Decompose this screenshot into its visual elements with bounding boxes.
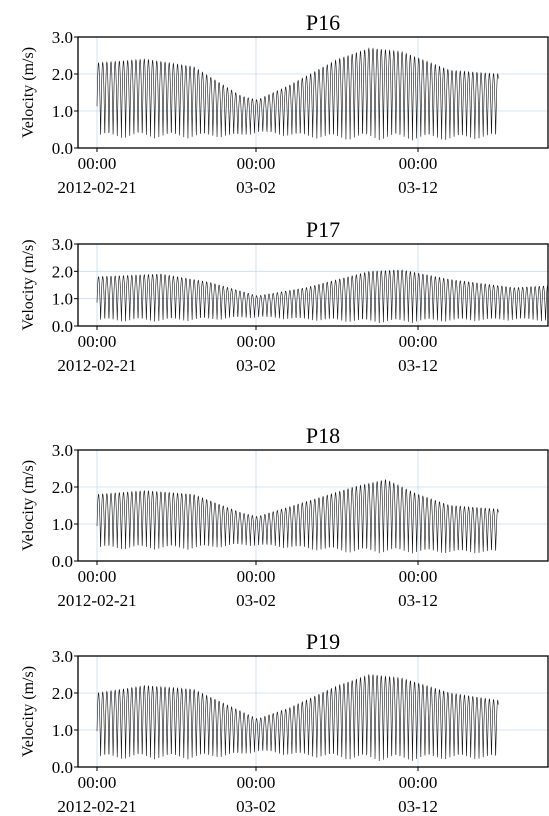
y-tick-label: 0.0 bbox=[52, 139, 73, 158]
y-tick-label: 0.0 bbox=[52, 758, 73, 777]
y-axis-label: Velocity (m/s) bbox=[20, 239, 37, 330]
y-tick-label: 3.0 bbox=[52, 235, 73, 254]
x-tick-date: 03-12 bbox=[398, 797, 438, 816]
x-tick-date: 03-12 bbox=[398, 178, 438, 197]
y-tick-label: 1.0 bbox=[52, 290, 73, 309]
x-tick-time: 00:00 bbox=[237, 567, 276, 586]
y-tick-label: 2.0 bbox=[52, 478, 73, 497]
x-tick-date: 2012-02-21 bbox=[57, 797, 136, 816]
y-tick-label: 2.0 bbox=[52, 684, 73, 703]
chart-panel-P16: P16 0.0 1.0 2.0 3.0 Velocity (m/s) 00:00 2012-0… bbox=[20, 10, 549, 197]
y-tick-label: 0.0 bbox=[52, 552, 73, 571]
chart-panel-P17: P17 0.0 1.0 2.0 3.0 Velocity (m/s) 00:00 2012-0… bbox=[20, 217, 549, 375]
x-tick-date: 03-02 bbox=[236, 178, 276, 197]
x-tick-time: 00:00 bbox=[78, 567, 117, 586]
y-tick-label: 1.0 bbox=[52, 102, 73, 121]
x-tick-time: 00:00 bbox=[237, 332, 276, 351]
chart-panel-P18: P18 0.0 1.0 2.0 3.0 Velocity (m/s) 00:00 2012-0… bbox=[20, 423, 549, 610]
y-axis-label: Velocity (m/s) bbox=[20, 460, 37, 551]
y-tick-label: 2.0 bbox=[52, 262, 73, 281]
x-tick-date: 03-02 bbox=[236, 356, 276, 375]
y-axis-label: Velocity (m/s) bbox=[20, 47, 37, 138]
chart-title: P17 bbox=[306, 217, 340, 242]
y-tick-label: 0.0 bbox=[52, 317, 73, 336]
y-tick-label: 2.0 bbox=[52, 65, 73, 84]
x-tick-time: 00:00 bbox=[399, 773, 438, 792]
x-tick-date: 03-12 bbox=[398, 591, 438, 610]
series-line bbox=[96, 47, 499, 141]
x-tick-date: 2012-02-21 bbox=[57, 178, 136, 197]
series-line bbox=[96, 479, 499, 554]
plot-frame bbox=[77, 655, 549, 768]
plot-frame bbox=[77, 36, 549, 149]
x-tick-time: 00:00 bbox=[78, 154, 117, 173]
chart-panel-P19: P19 0.0 1.0 2.0 3.0 Velocity (m/s) 00:00 2012-0… bbox=[20, 629, 549, 816]
series-line bbox=[96, 673, 499, 761]
x-tick-date: 2012-02-21 bbox=[57, 356, 136, 375]
x-tick-time: 00:00 bbox=[399, 154, 438, 173]
x-tick-time: 00:00 bbox=[399, 567, 438, 586]
x-tick-time: 00:00 bbox=[399, 332, 438, 351]
x-tick-time: 00:00 bbox=[237, 773, 276, 792]
chart-title: P18 bbox=[306, 423, 340, 448]
plot-frame bbox=[77, 449, 549, 562]
x-tick-time: 00:00 bbox=[237, 154, 276, 173]
y-tick-label: 1.0 bbox=[52, 515, 73, 534]
x-tick-time: 00:00 bbox=[78, 773, 117, 792]
x-tick-date: 03-02 bbox=[236, 797, 276, 816]
x-tick-date: 03-12 bbox=[398, 356, 438, 375]
x-tick-date: 03-02 bbox=[236, 591, 276, 610]
chart-title: P19 bbox=[306, 629, 340, 654]
x-tick-date: 2012-02-21 bbox=[57, 591, 136, 610]
x-tick-time: 00:00 bbox=[78, 332, 117, 351]
y-tick-label: 1.0 bbox=[52, 721, 73, 740]
chart-title: P16 bbox=[306, 10, 340, 35]
y-tick-label: 3.0 bbox=[52, 441, 73, 460]
series-line bbox=[96, 269, 549, 323]
y-tick-label: 3.0 bbox=[52, 647, 73, 666]
plot-frame bbox=[77, 243, 549, 327]
y-tick-label: 3.0 bbox=[52, 28, 73, 47]
y-axis-label: Velocity (m/s) bbox=[20, 666, 37, 757]
